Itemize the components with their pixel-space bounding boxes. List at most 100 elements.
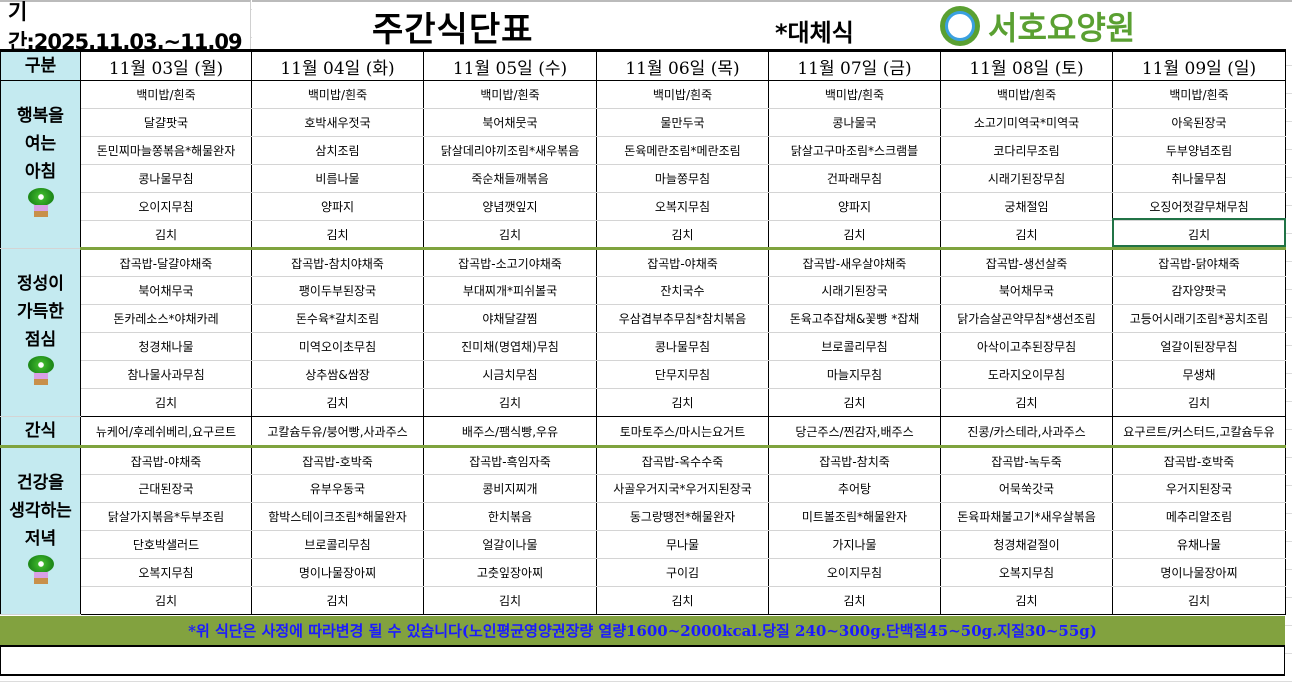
menu-cell[interactable]: 메추리알조림 <box>1112 502 1286 531</box>
menu-cell[interactable]: 고등어시래기조림*꽁치조림 <box>1112 304 1286 333</box>
menu-cell[interactable]: 미트볼조림*해물완자 <box>768 502 941 531</box>
menu-cell[interactable]: 아욱된장국 <box>1112 108 1286 137</box>
menu-cell[interactable]: 북어채뭇국 <box>423 108 597 137</box>
menu-cell[interactable]: 두부양념조림 <box>1112 136 1286 165</box>
menu-cell[interactable]: 코다리무조림 <box>940 136 1113 165</box>
menu-cell[interactable]: 백미밥/흰죽 <box>1112 80 1286 109</box>
menu-cell[interactable]: 백미밥/흰죽 <box>423 80 597 109</box>
menu-cell[interactable]: 백미밥/흰죽 <box>251 80 424 109</box>
menu-cell[interactable]: 도라지오이무침 <box>940 360 1113 389</box>
menu-cell[interactable]: 야채달걀찜 <box>423 304 597 333</box>
menu-cell[interactable]: 잡곡밥-생선살죽 <box>940 248 1113 277</box>
menu-cell[interactable]: 호박새우젓국 <box>251 108 424 137</box>
menu-cell[interactable]: 양념깻잎지 <box>423 192 597 221</box>
menu-cell[interactable]: 북어채무국 <box>80 276 252 305</box>
menu-cell[interactable]: 청경채나물 <box>80 332 252 361</box>
menu-cell[interactable]: 돈민찌마늘쫑볶음*해물완자 <box>80 136 252 165</box>
menu-cell[interactable]: 김치 <box>940 388 1113 417</box>
menu-cell[interactable]: 오이지무침 <box>80 192 252 221</box>
menu-cell[interactable]: 궁채절임 <box>940 192 1113 221</box>
menu-cell[interactable]: 우거지된장국 <box>1112 474 1286 503</box>
menu-cell[interactable]: 죽순채들깨볶음 <box>423 164 597 193</box>
menu-cell[interactable]: 잔치국수 <box>596 276 769 305</box>
menu-cell[interactable]: 물만두국 <box>596 108 769 137</box>
menu-cell[interactable]: 아삭이고추된장무침 <box>940 332 1113 361</box>
menu-cell[interactable]: 북어채무국 <box>940 276 1113 305</box>
menu-cell[interactable]: 오복지무침 <box>80 558 252 587</box>
menu-cell[interactable]: 김치 <box>80 220 252 250</box>
menu-cell[interactable]: 잡곡밥-녹두죽 <box>940 446 1113 475</box>
menu-cell[interactable]: 잡곡밥-호박죽 <box>251 446 424 475</box>
day-header[interactable]: 11월 06일 (목) <box>596 49 769 81</box>
menu-cell[interactable]: 무생채 <box>1112 360 1286 389</box>
menu-cell[interactable]: 진콩/카스테라,사과주스 <box>940 416 1113 448</box>
menu-cell[interactable]: 양파지 <box>251 192 424 221</box>
menu-cell[interactable]: 닭살가지볶음*두부조림 <box>80 502 252 531</box>
menu-cell[interactable]: 콩나물무침 <box>596 332 769 361</box>
menu-cell[interactable]: 돈수육*갈치조림 <box>251 304 424 333</box>
menu-cell[interactable]: 얼갈이나물 <box>423 530 597 559</box>
menu-cell[interactable]: 진미채(명엽채)무침 <box>423 332 597 361</box>
menu-cell[interactable]: 김치 <box>768 586 941 615</box>
menu-cell[interactable]: 닭살데리야끼조림*새우볶음 <box>423 136 597 165</box>
menu-cell[interactable]: 삼치조림 <box>251 136 424 165</box>
menu-cell[interactable]: 건파래무침 <box>768 164 941 193</box>
menu-cell[interactable]: 닭가슴살곤약무침*생선조림 <box>940 304 1113 333</box>
menu-cell[interactable]: 백미밥/흰죽 <box>940 80 1113 109</box>
menu-cell[interactable]: 김치 <box>80 388 252 417</box>
menu-cell[interactable]: 토마토주스/마시는요거트 <box>596 416 769 448</box>
menu-cell[interactable]: 잡곡밥-참치야채죽 <box>251 248 424 277</box>
menu-cell[interactable]: 당근주스/찐감자,배주스 <box>768 416 941 448</box>
menu-cell[interactable]: 잡곡밥-흑임자죽 <box>423 446 597 475</box>
menu-cell[interactable]: 유부우동국 <box>251 474 424 503</box>
menu-cell[interactable]: 오징어젓갈무채무침 <box>1112 192 1286 221</box>
menu-cell[interactable]: 김치 <box>768 388 941 417</box>
menu-cell[interactable]: 콩비지찌개 <box>423 474 597 503</box>
menu-cell[interactable]: 취나물무침 <box>1112 164 1286 193</box>
menu-cell[interactable]: 오복지무침 <box>940 558 1113 587</box>
menu-cell[interactable]: 양파지 <box>768 192 941 221</box>
menu-cell[interactable]: 우삼겹부추무침*참치볶음 <box>596 304 769 333</box>
menu-cell[interactable]: 김치 <box>423 220 597 250</box>
menu-cell[interactable]: 마늘지무침 <box>768 360 941 389</box>
menu-cell[interactable]: 함박스테이크조림*해물완자 <box>251 502 424 531</box>
menu-cell[interactable]: 얼갈이된장무침 <box>1112 332 1286 361</box>
menu-cell[interactable]: 가지나물 <box>768 530 941 559</box>
menu-cell[interactable]: 백미밥/흰죽 <box>596 80 769 109</box>
menu-cell[interactable]: 김치 <box>1112 586 1286 615</box>
menu-cell[interactable]: 마늘쫑무침 <box>596 164 769 193</box>
menu-cell[interactable]: 잡곡밥-옥수수죽 <box>596 446 769 475</box>
day-header[interactable]: 11월 09일 (일) <box>1112 49 1286 81</box>
menu-cell[interactable]: 시래기된장무침 <box>940 164 1113 193</box>
menu-cell[interactable]: 김치 <box>423 388 597 417</box>
day-header[interactable]: 11월 07일 (금) <box>768 49 941 81</box>
menu-cell[interactable]: 오이지무침 <box>768 558 941 587</box>
menu-cell[interactable]: 브로콜리무침 <box>251 530 424 559</box>
menu-cell[interactable]: 팽이두부된장국 <box>251 276 424 305</box>
menu-cell[interactable]: 미역오이초무침 <box>251 332 424 361</box>
menu-cell[interactable]: 달걀팟국 <box>80 108 252 137</box>
menu-cell[interactable]: 콩나물무침 <box>80 164 252 193</box>
menu-cell[interactable]: 잡곡밥-참치죽 <box>768 446 941 475</box>
menu-cell[interactable]: 잡곡밥-닭야채죽 <box>1112 248 1286 277</box>
menu-cell[interactable]: 뉴케어/후레쉬베리,요구르트 <box>80 416 252 448</box>
day-header[interactable]: 11월 04일 (화) <box>251 49 424 81</box>
menu-cell[interactable]: 고춧잎장아찌 <box>423 558 597 587</box>
menu-cell[interactable]: 유채나물 <box>1112 530 1286 559</box>
menu-cell[interactable]: 김치 <box>1112 388 1286 417</box>
day-header[interactable]: 11월 03일 (월) <box>80 49 252 81</box>
menu-cell[interactable]: 돈육메란조림*메란조림 <box>596 136 769 165</box>
menu-cell[interactable]: 닭살고구마조림*스크램블 <box>768 136 941 165</box>
menu-cell[interactable]: 추어탕 <box>768 474 941 503</box>
menu-cell[interactable]: 단호박샐러드 <box>80 530 252 559</box>
menu-cell[interactable]: 고칼슘두유/붕어빵,사과주스 <box>251 416 424 448</box>
menu-cell[interactable]: 참나물사과무침 <box>80 360 252 389</box>
menu-cell[interactable]: 잡곡밥-호박죽 <box>1112 446 1286 475</box>
menu-cell[interactable]: 청경채겉절이 <box>940 530 1113 559</box>
menu-cell[interactable]: 단무지무침 <box>596 360 769 389</box>
menu-cell[interactable]: 잡곡밥-새우살야채죽 <box>768 248 941 277</box>
selected-cell[interactable] <box>1112 218 1286 247</box>
menu-cell[interactable]: 무나물 <box>596 530 769 559</box>
menu-cell[interactable]: 김치 <box>423 586 597 615</box>
menu-cell[interactable]: 김치 <box>596 586 769 615</box>
